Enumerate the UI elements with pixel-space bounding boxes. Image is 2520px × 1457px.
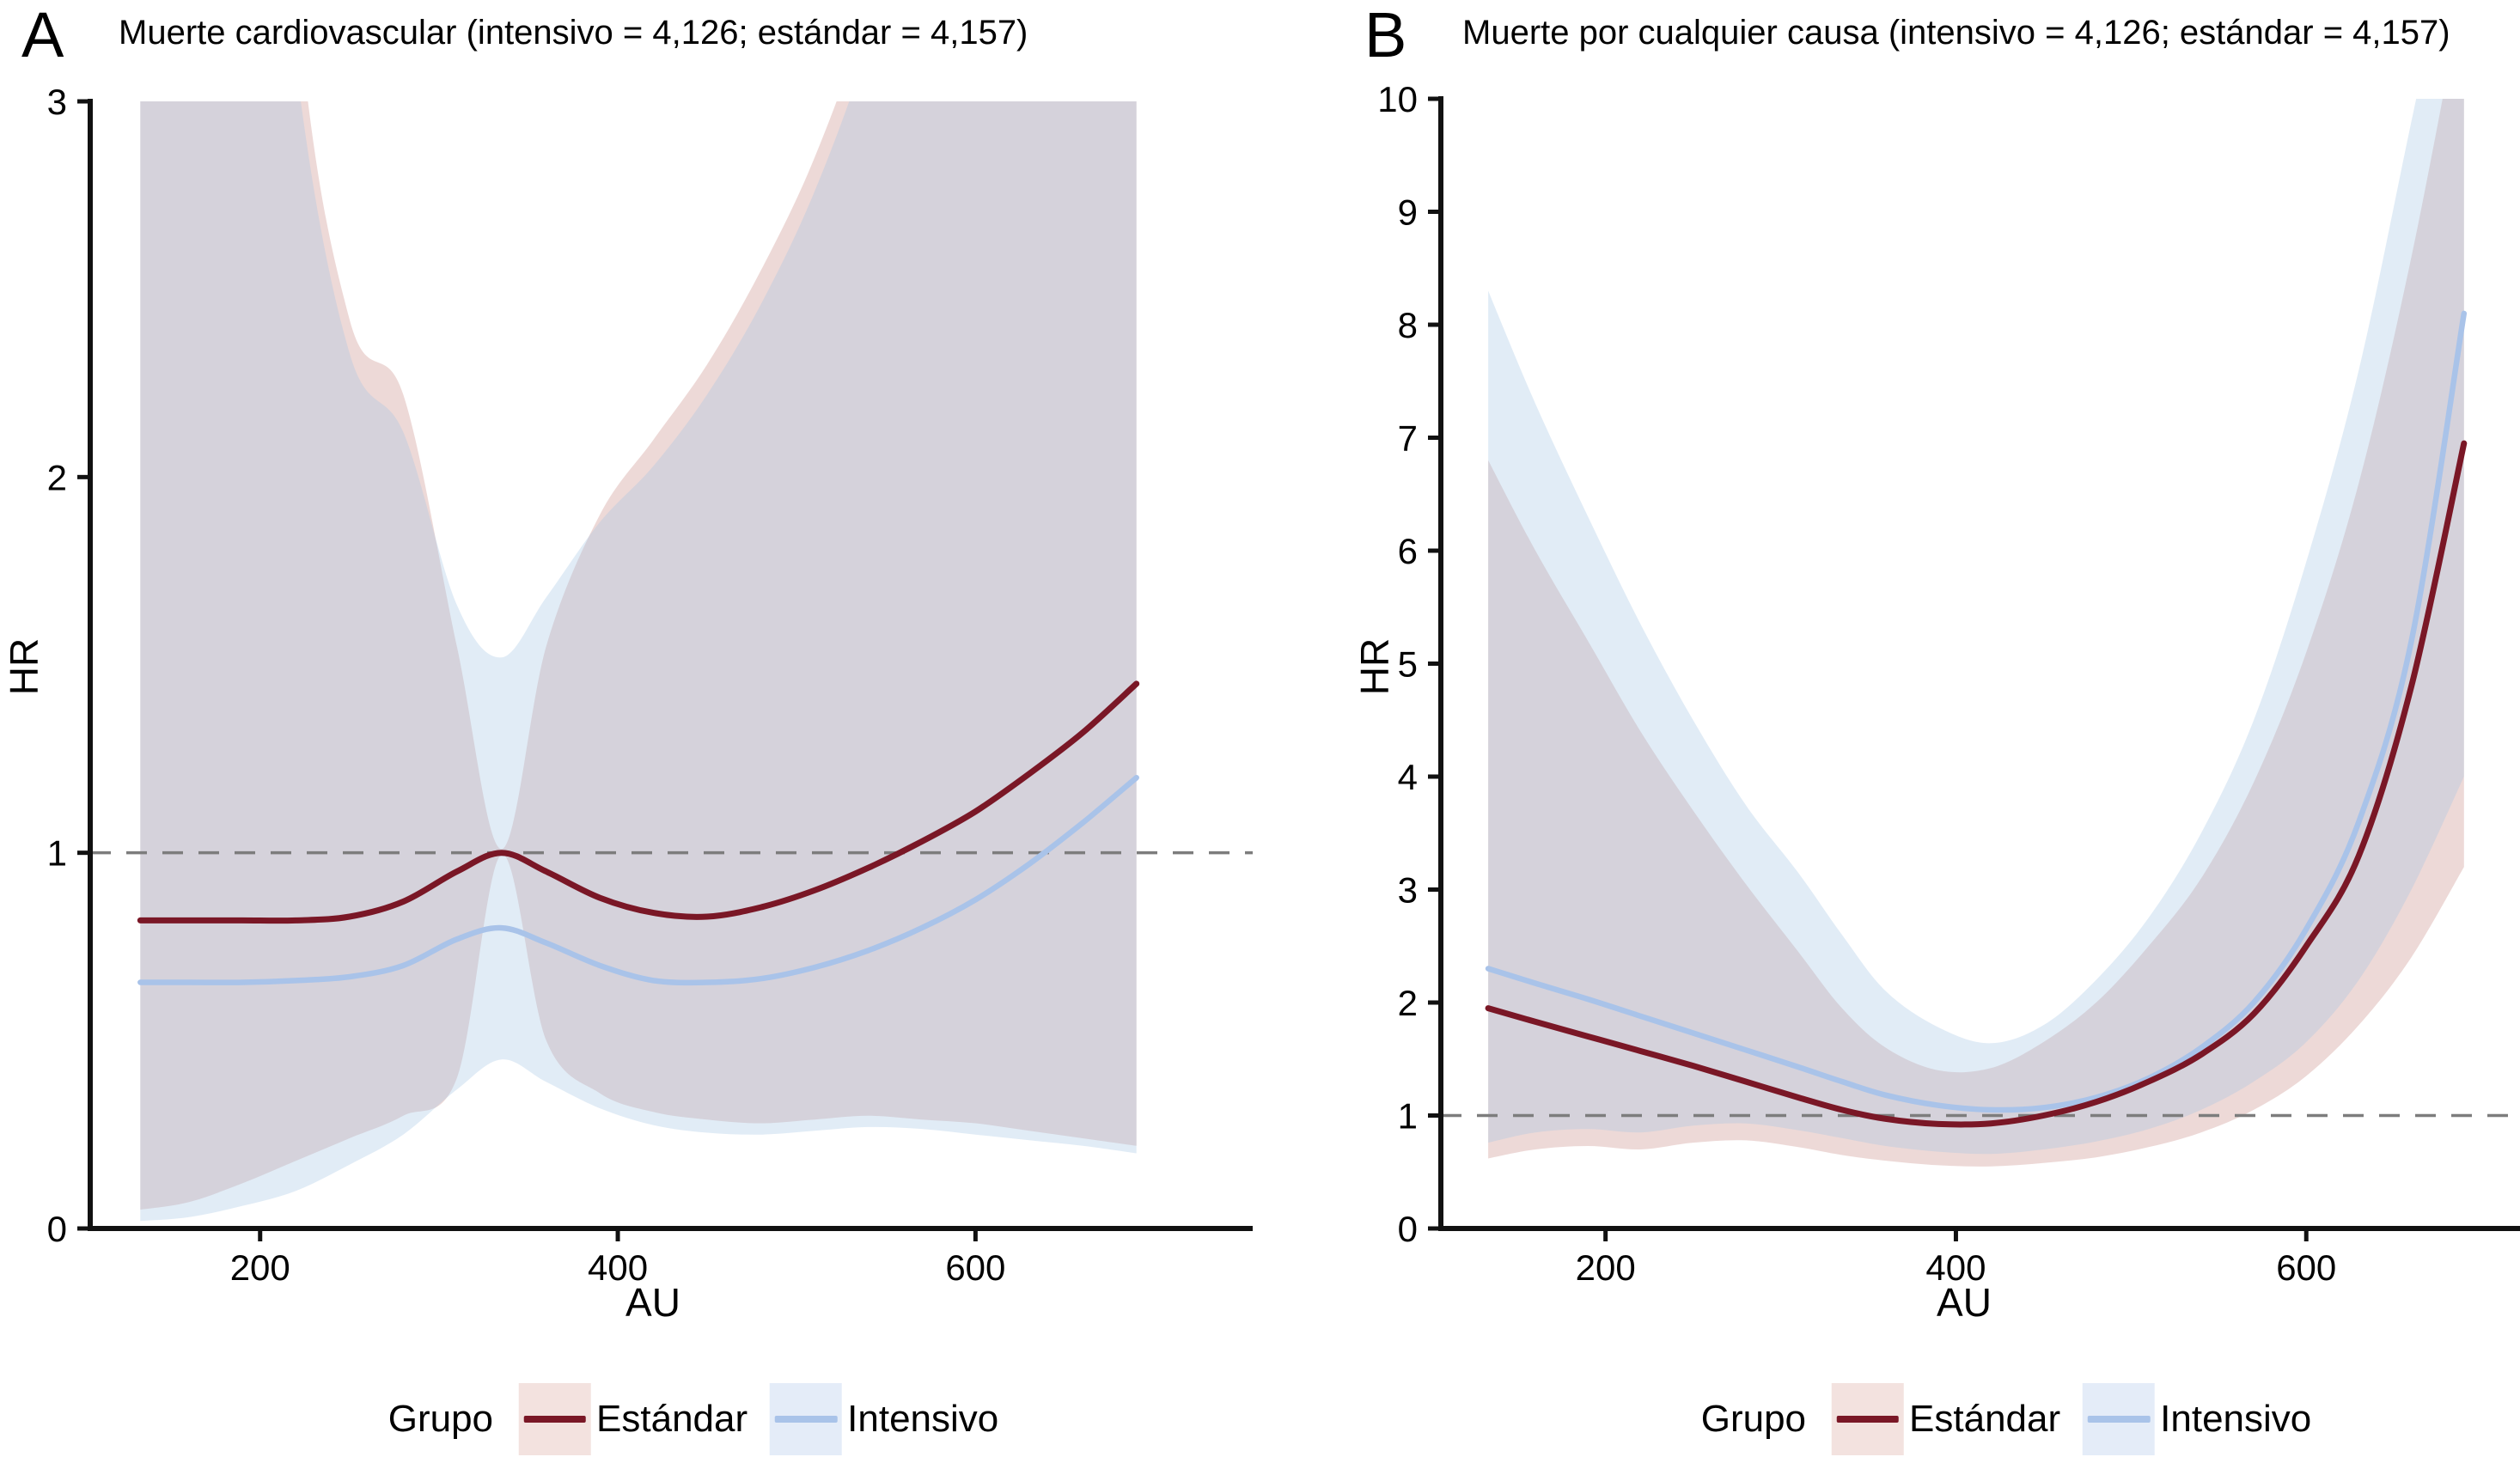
intensivo-confidence-band	[1488, 99, 2464, 1155]
panel-b-x-axis-title: AU	[1937, 1280, 1992, 1325]
x-tick-label: 200	[1576, 1247, 1636, 1288]
x-tick-label: 200	[230, 1247, 290, 1288]
y-tick-label: 8	[1398, 305, 1418, 345]
y-tick-label: 7	[1398, 418, 1418, 459]
x-tick-label: 400	[1925, 1247, 1986, 1288]
intensivo-line-swatch-icon	[2088, 1416, 2151, 1423]
legend-key-estandar	[1832, 1383, 1905, 1455]
panel-a-axes	[77, 99, 1253, 1241]
estandar-curve	[137, 680, 1140, 924]
y-tick-label: 1	[47, 833, 67, 874]
legend-title: Grupo	[1700, 1398, 1807, 1440]
intensivo-confidence-band	[140, 101, 1137, 1222]
y-tick-label: 9	[1398, 192, 1418, 233]
legend-key-estandar	[519, 1383, 592, 1455]
y-tick-label: 0	[47, 1209, 67, 1249]
legend-panel-b: Grupo Estándar Intensivo	[1701, 1383, 2334, 1455]
estandar-line-swatch-icon	[1836, 1416, 1900, 1423]
estandar-line-swatch-icon	[523, 1416, 587, 1423]
panel-b-y-axis-title: HR	[1352, 637, 1397, 696]
legend-label-estandar: Estándar	[1909, 1398, 2061, 1440]
panel-a-y-axis-title: HR	[2, 637, 46, 696]
panel-b-axes	[1428, 96, 2520, 1241]
y-tick-label: 2	[47, 457, 67, 497]
intensivo-curve	[1485, 310, 2468, 1113]
panel-b-letter: B	[1364, 0, 1408, 70]
panel-b-plot	[1441, 99, 2520, 1167]
estandar-confidence-band	[140, 101, 1137, 1210]
legend-title: Grupo	[387, 1398, 494, 1440]
x-tick-label: 600	[2276, 1247, 2336, 1288]
legend-label-estandar: Estándar	[596, 1398, 748, 1440]
y-tick-label: 4	[1398, 757, 1418, 797]
intensivo-line-swatch-icon	[775, 1416, 838, 1423]
panel-a-title: Muerte cardiovascular (intensivo = 4,126…	[119, 14, 1028, 52]
legend-label-intensivo: Intensivo	[847, 1398, 999, 1440]
x-tick-label: 600	[945, 1247, 1005, 1288]
panel-a-letter: A	[21, 0, 65, 70]
legend-key-intensivo	[770, 1383, 843, 1455]
y-tick-label: 0	[1398, 1209, 1418, 1249]
y-tick-label: 10	[1377, 79, 1418, 119]
panel-a-x-axis-title: AU	[625, 1280, 680, 1325]
estandar-confidence-band	[1488, 99, 2464, 1167]
legend-panel-a: Grupo Estándar Intensivo	[388, 1383, 1022, 1455]
y-tick-label: 5	[1398, 644, 1418, 685]
legend-key-intensivo	[2083, 1383, 2156, 1455]
y-tick-label: 3	[1398, 870, 1418, 911]
y-tick-label: 1	[1398, 1096, 1418, 1137]
intensivo-curve	[137, 774, 1139, 986]
panel-b-title: Muerte por cualquier causa (intensivo = …	[1462, 14, 2450, 52]
y-tick-label: 3	[47, 82, 67, 122]
estandar-curve	[1485, 440, 2468, 1128]
x-tick-label: 400	[588, 1247, 648, 1288]
y-tick-label: 2	[1398, 983, 1418, 1023]
y-tick-label: 6	[1398, 531, 1418, 571]
panel-a-plot	[90, 101, 1253, 1222]
legend-label-intensivo: Intensivo	[2160, 1398, 2312, 1440]
